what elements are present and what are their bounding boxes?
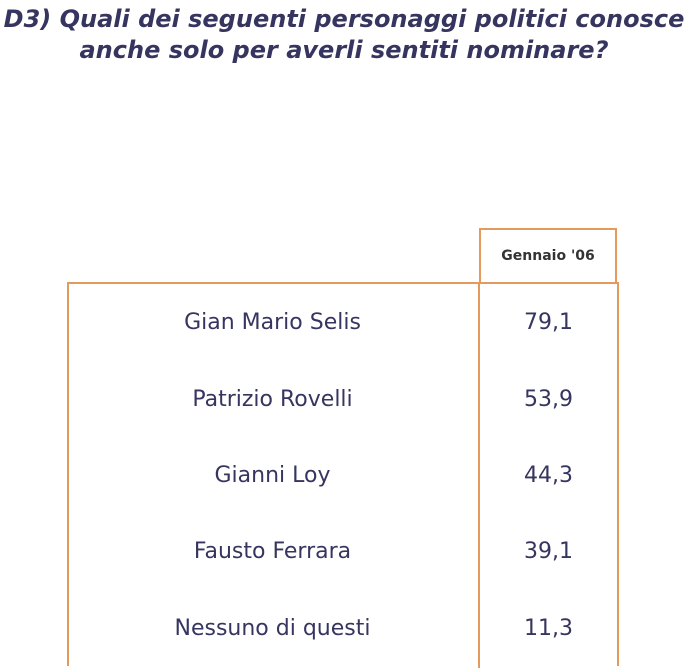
column-header: Gennaio '06	[479, 228, 617, 282]
row-value: 39,1	[524, 538, 573, 564]
results-table	[67, 282, 619, 666]
table-row: Patrizio Rovelli 53,9	[67, 379, 619, 419]
table-row: Gianni Loy 44,3	[67, 455, 619, 495]
row-label: Gian Mario Selis	[184, 309, 361, 335]
table-row: Fausto Ferrara 39,1	[67, 531, 619, 571]
row-label: Patrizio Rovelli	[192, 386, 353, 412]
page-title-line-1: D3) Quali dei seguenti personaggi politi…	[3, 5, 685, 33]
row-value: 53,9	[524, 386, 573, 412]
page-title: D3) Quali dei seguenti personaggi politi…	[0, 4, 688, 66]
row-label: Gianni Loy	[214, 462, 331, 488]
row-value: 11,3	[524, 615, 573, 641]
table-row: Nessuno di questi 11,3	[67, 608, 619, 648]
row-label: Nessuno di questi	[174, 615, 371, 641]
row-value: 44,3	[524, 462, 573, 488]
row-label: Fausto Ferrara	[193, 538, 352, 564]
table-row: Gian Mario Selis 79,1	[67, 302, 619, 342]
column-divider	[478, 282, 480, 668]
row-value: 79,1	[524, 309, 573, 335]
page-title-line-2: anche solo per averli sentiti nominare?	[79, 36, 609, 64]
